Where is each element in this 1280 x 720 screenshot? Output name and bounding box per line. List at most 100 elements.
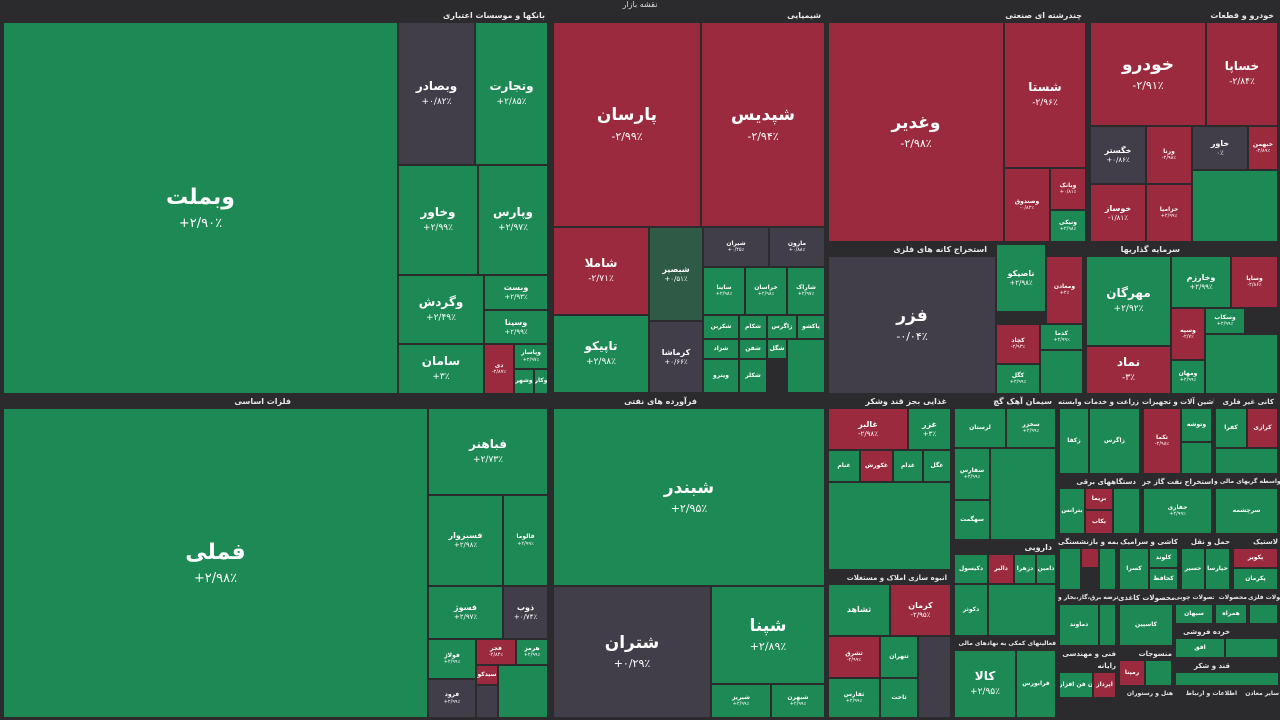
tile-ragpars[interactable]: زاگرس <box>767 315 797 339</box>
tile-ganam[interactable]: غنام <box>828 450 860 482</box>
tile-tazhvan[interactable]: ثاخت <box>880 678 918 718</box>
tile-hepars[interactable]: حپارسا <box>1205 548 1230 590</box>
tile-hesir[interactable]: حسیر <box>1181 548 1205 590</box>
tile-vbesat[interactable]: وبست +۲/۹۳٪ <box>484 275 548 310</box>
tile-brimak[interactable]: بریما <box>1085 488 1113 510</box>
tile-insurance-a[interactable] <box>1059 548 1081 590</box>
tile-sebahan[interactable]: سبهان <box>1175 604 1213 624</box>
tile-shamla[interactable]: شاملا -۲/۷۱٪ <box>553 227 649 315</box>
tile-food-small[interactable] <box>828 482 951 570</box>
tile-kala[interactable]: کالا +۲/۹۵٪ <box>954 650 1016 718</box>
tile-shiran[interactable]: شیران +۰/۴۵٪ <box>703 227 769 267</box>
tile-kesra[interactable]: کسرا <box>1119 548 1149 590</box>
tile-vsina[interactable]: وسینا +۲/۹۹٪ <box>484 310 548 344</box>
tile-sharq[interactable]: ثشرق -۲/۹۹٪ <box>828 636 880 678</box>
tile-karmasha[interactable]: کرماشا +۰/۶۶٪ <box>649 321 703 393</box>
tile-paksho[interactable]: پاکشو <box>797 315 825 339</box>
tile-vkar[interactable]: وکار <box>534 369 548 394</box>
tile-small-metals[interactable] <box>498 665 548 718</box>
tile-insurance-b[interactable] <box>1081 548 1099 568</box>
tile-kehafez[interactable]: کحافظ <box>1149 568 1178 590</box>
tile-vomehan[interactable]: ومهان +۲/۹۹٪ <box>1171 360 1205 394</box>
tile-auto-small[interactable] <box>1192 170 1278 242</box>
tile-bekab[interactable]: بکاب <box>1085 510 1113 534</box>
tile-shabsir[interactable]: شبصیر +۰/۵۱٪ <box>649 227 703 321</box>
tile-shahesh[interactable]: ثشاهد <box>828 584 890 636</box>
tile-khodro[interactable]: خودرو -۲/۹۱٪ <box>1090 22 1206 126</box>
tile-dey[interactable]: دی -۲/۸۷٪ <box>484 344 514 394</box>
tile-shakam[interactable]: شکام <box>739 315 767 339</box>
tile-bakoy[interactable]: پکویر <box>1233 548 1278 568</box>
tile-tapiko[interactable]: تاپیکو +۲/۹۸٪ <box>553 315 649 393</box>
tile-utilities-b[interactable] <box>1099 604 1116 646</box>
tile-invest-small[interactable] <box>1205 334 1278 394</box>
tile-fabahonar[interactable]: فباهنر +۲/۷۳٪ <box>428 408 548 495</box>
tile-saman[interactable]: سامان +۳٪ <box>398 344 484 394</box>
tile-insurance-c[interactable] <box>1099 548 1116 590</box>
tile-dazahra[interactable]: دزهرا <box>1014 554 1036 584</box>
tile-hamrah[interactable]: همراه <box>1215 604 1247 624</box>
tile-bitrans[interactable]: بترانس <box>1059 488 1085 534</box>
tile-vnikai[interactable]: ونیکی +۲/۹۸٪ <box>1050 210 1086 242</box>
tile-shekarbon[interactable]: شکربن <box>703 315 739 339</box>
tile-kaspi[interactable]: کاسپین <box>1119 604 1173 646</box>
tile-retail-b[interactable] <box>1225 638 1278 658</box>
tile-fazaboresh[interactable]: فرابورس <box>1016 650 1056 718</box>
tile-haffari[interactable]: حفاری +۲/۹۹٪ <box>1143 488 1212 534</box>
tile-tehran[interactable]: ثتهران <box>880 636 918 678</box>
tile-fajr[interactable]: فجر -۲/۸۴٪ <box>476 639 516 665</box>
tile-peratan[interactable]: پکرمان <box>1233 568 1278 590</box>
tile-folaz[interactable]: فولاژ +۲/۹۹٪ <box>428 639 476 679</box>
tile-ramit[interactable]: رمپنا <box>1119 660 1145 686</box>
tile-vsapa[interactable]: وساپا -۲/۸۶٪ <box>1231 256 1278 308</box>
tile-vitro[interactable]: ویترو <box>703 359 739 393</box>
tile-lezh[interactable]: ن فن افزار <box>1059 672 1093 698</box>
tile-amin[interactable]: اپرداز <box>1093 672 1116 698</box>
tile-sachf[interactable]: دماوند <box>1059 604 1099 646</box>
tile-zagros[interactable]: زاگرس <box>1089 408 1140 474</box>
tile-dameen[interactable]: دامین <box>1036 554 1056 584</box>
tile-shepna[interactable]: شپنا +۲/۸۹٪ <box>711 586 825 684</box>
tile-vkharazm[interactable]: وخارزم +۲/۹۹٪ <box>1171 256 1231 308</box>
tile-vbmellat[interactable]: وبملت +۲/۹۰٪ <box>3 22 398 394</box>
tile-khorasan[interactable]: خراسان +۲/۹۸٪ <box>745 267 787 315</box>
tile-tekama[interactable]: تکما -۲/۹۸٪ <box>1143 408 1181 474</box>
tile-vgardesh[interactable]: وگردش +۲/۴۹٪ <box>398 275 484 344</box>
tile-dkoser[interactable]: دکوثر <box>954 584 988 636</box>
tile-shepdis[interactable]: شپدیس -۲/۹۴٪ <box>701 22 825 227</box>
tile-kechad[interactable]: کچاد -۲/۹۳٪ <box>996 324 1040 364</box>
tile-tafaris[interactable]: ثفارس +۲/۹۹٪ <box>828 678 880 718</box>
tile-khbahman[interactable]: خبهمن -۲/۸۹٪ <box>1248 126 1278 170</box>
tile-khezamia[interactable]: خزامیا +۲/۹۹٪ <box>1146 184 1192 242</box>
tile-ghahlal[interactable]: غدام <box>893 450 923 482</box>
tile-sidko[interactable]: سیدکو <box>476 665 498 685</box>
tile-shezad[interactable]: شزاد <box>703 339 739 359</box>
tile-small[interactable] <box>787 339 825 393</box>
tile-cement-small[interactable] <box>990 448 1056 540</box>
tile-khasaz[interactable]: خوساز -۱/۸۱٪ <box>1090 184 1146 242</box>
tile-textile-b[interactable] <box>1145 660 1172 686</box>
tile-shekal[interactable]: شکلر <box>739 359 767 393</box>
tile-namad[interactable]: نماد -۳٪ <box>1086 346 1171 394</box>
tile-pharma-small[interactable] <box>988 584 1056 636</box>
tile-shirz[interactable]: شیریز +۲/۹۹٪ <box>711 684 771 718</box>
tile-vpars[interactable]: وپارس +۲/۹۷٪ <box>478 165 548 275</box>
tile-fared[interactable]: فرود +۲/۹۹٪ <box>428 679 476 718</box>
tile-sarshima[interactable]: سرچشمه <box>1215 488 1278 534</box>
tile-sakhzar[interactable]: سخزر +۲/۹۹٪ <box>1006 408 1056 448</box>
tile-harmoz[interactable]: هرمز +۲/۹۹٪ <box>516 639 548 665</box>
tile-vaghadir[interactable]: وغدیر -۲/۹۸٪ <box>828 22 1004 242</box>
tile-mach-small[interactable] <box>1181 442 1212 474</box>
tile-zakfa[interactable]: زکفا <box>1059 408 1089 474</box>
tile-shetran[interactable]: شتران +۰/۲۹٪ <box>553 586 711 718</box>
tile-parsan[interactable]: پارسان -۲/۹۹٪ <box>553 22 701 227</box>
tile-dalbar[interactable]: دالبر <box>988 554 1014 584</box>
tile-nonmetal-small[interactable] <box>1215 448 1278 474</box>
tile-naspiko[interactable]: ناصیکو +۲/۹۸٪ <box>996 244 1046 312</box>
tile-mehrgan[interactable]: مهرگان +۲/۹۲٪ <box>1086 256 1171 346</box>
tile-kerman[interactable]: کرمان -۲/۹۵٪ <box>890 584 951 636</box>
tile-fafooz[interactable]: فسوژ +۲/۹۷٪ <box>428 586 503 639</box>
tile-vtejarat[interactable]: وتجارت +۲/۸۵٪ <box>475 22 548 165</box>
tile-ghaleb[interactable]: غالبر -۲/۹۸٪ <box>828 408 908 450</box>
tile-kafra[interactable]: کفرا <box>1215 408 1247 448</box>
